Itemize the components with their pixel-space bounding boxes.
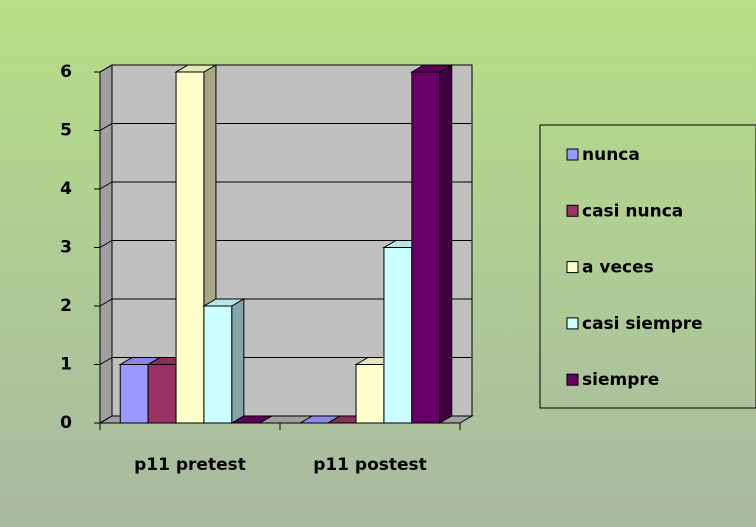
bar-front [175,71,205,424]
grid-line [99,415,113,424]
grid-line [99,64,113,73]
grid-line [99,298,113,307]
bar-front [411,71,441,424]
bar-side [231,298,245,424]
bar-side [259,415,273,424]
y-tick-label: 2 [60,296,72,316]
legend-box [539,124,756,409]
legend-label: a veces [582,258,654,278]
legend-swatch [566,261,579,274]
legend-label: casi siempre [582,314,703,334]
legend-label: siempre [582,370,659,390]
bar-side [439,64,453,424]
y-tick-label: 1 [60,355,72,375]
bar-front [383,247,413,424]
bar [230,415,274,424]
y-tick-label: 4 [60,179,72,199]
x-tick-label: p11 pretest [134,455,246,475]
bar-front [119,364,149,424]
bar-front [203,305,233,424]
grid-line [99,123,113,131]
x-tick-label: p11 postest [313,455,427,475]
legend-swatch [566,148,579,161]
legend-swatch [566,317,579,330]
bar-front [355,364,385,424]
grid-line [99,240,113,248]
y-tick-label: 3 [60,238,72,258]
bar [410,64,454,424]
bar-front [147,364,177,424]
y-tick-label: 0 [60,413,72,433]
legend-swatch [566,373,579,386]
y-tick-label: 6 [60,62,72,82]
legend-label: nunca [582,145,640,165]
grid-line [99,357,113,365]
y-tick-label: 5 [60,121,72,141]
legend-label: casi nunca [582,201,683,221]
bar [202,298,246,424]
legend-swatch [566,204,579,217]
grid-line [99,181,113,190]
